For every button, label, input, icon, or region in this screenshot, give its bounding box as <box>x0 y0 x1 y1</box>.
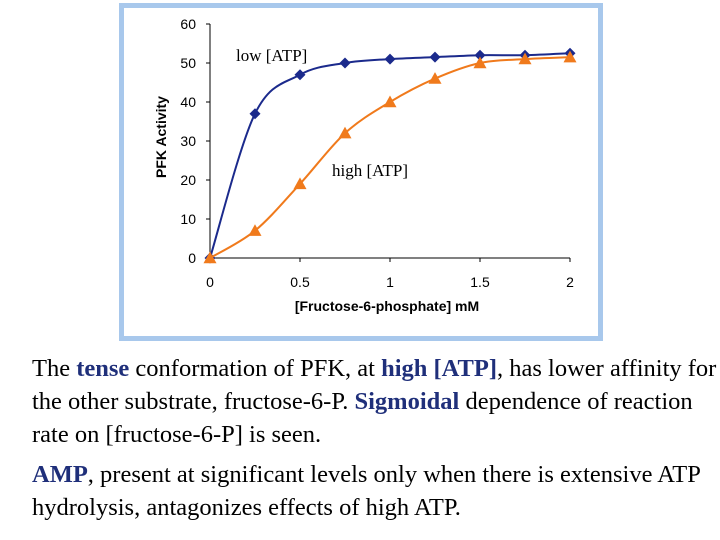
data-point-low-atp <box>429 51 441 63</box>
caption-text: The <box>32 355 77 382</box>
caption-highlight: Sigmoidal <box>354 388 460 415</box>
data-point-high-atp <box>473 56 487 69</box>
x-tick-label: 0.5 <box>290 274 310 290</box>
data-point-low-atp <box>474 49 486 61</box>
pfk-activity-chart: 0 10 20 30 40 50 60 0 0.5 1 1.5 2 [Fructose-6-phosph… <box>153 16 577 314</box>
x-axis-label: [Fructose-6-phosphate] mM <box>295 298 479 314</box>
caption-text: , present at significant levels only whe… <box>32 461 700 521</box>
caption-text: , has lower affinity for the other subst… <box>32 355 717 415</box>
x-tick-label: 1.5 <box>470 274 490 290</box>
caption-text: conformation of PFK, at <box>129 355 382 382</box>
y-tick-label: 40 <box>180 94 196 110</box>
x-tick-label: 2 <box>566 274 574 290</box>
data-point-high-atp <box>428 72 442 84</box>
data-point-low-atp <box>249 108 261 120</box>
caption-paragraph-2: AMP, present at significant levels only … <box>32 458 717 524</box>
chart-frame: 0 10 20 30 40 50 60 0 0.5 1 1.5 2 [Fructose-6-phosph… <box>119 3 603 341</box>
y-axis-label: PFK Activity <box>153 96 169 178</box>
y-tick-label: 50 <box>180 55 196 71</box>
y-tick-label: 10 <box>180 211 196 227</box>
series-line-low-atp <box>209 52 571 259</box>
data-point-high-atp <box>203 251 217 264</box>
data-point-high-atp <box>383 95 397 108</box>
y-tick-label: 60 <box>180 16 196 32</box>
data-point-high-atp <box>248 224 262 236</box>
y-tick-label: 0 <box>188 250 196 266</box>
data-point-high-atp <box>338 126 352 139</box>
caption-highlight: tense <box>76 355 130 382</box>
series-label-low-atp: low [ATP] <box>236 46 307 65</box>
data-point-high-atp <box>563 50 577 63</box>
x-tick-label: 1 <box>386 274 394 290</box>
caption-highlight: high [ATP] <box>381 355 498 382</box>
data-point-high-atp <box>293 177 307 190</box>
caption-text: dependence of reaction rate on [fructose… <box>32 388 693 448</box>
data-point-low-atp <box>339 57 351 69</box>
data-point-low-atp <box>294 69 306 81</box>
y-tick-label: 30 <box>180 133 196 149</box>
series-line-high-atp <box>209 56 571 259</box>
series-label-high-atp: high [ATP] <box>332 161 408 180</box>
y-tick-label: 20 <box>180 172 196 188</box>
data-point-low-atp <box>384 53 396 65</box>
caption-highlight: AMP <box>32 461 88 488</box>
data-point-high-atp <box>518 52 532 65</box>
x-tick-label: 0 <box>206 274 214 290</box>
caption-paragraph-1: The tense conformation of PFK, at high [… <box>32 352 717 451</box>
